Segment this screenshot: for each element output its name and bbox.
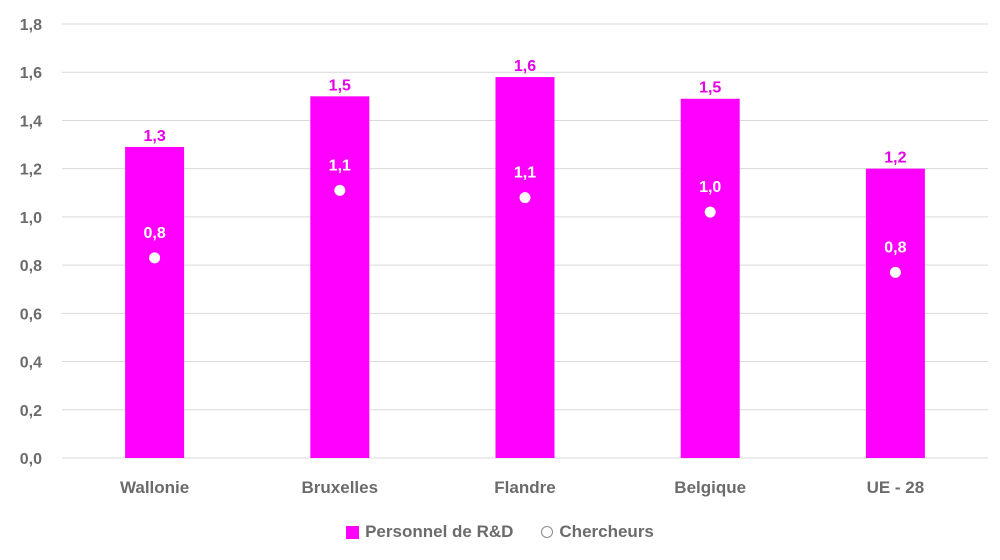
point-data-label: 0,8 [143, 225, 165, 242]
x-category-label: Bruxelles [302, 478, 379, 497]
bar [865, 168, 925, 458]
legend-item-personnel: Personnel de R&D [346, 522, 513, 542]
legend-swatch-personnel [346, 525, 360, 539]
chart: 0,0 0,2 0,4 0,6 0,8 1,0 1,2 1,4 1,6 1,8 1,3 1,5 1,6… [20, 17, 988, 497]
y-tick-label: 0,2 [20, 403, 42, 420]
bar-data-label: 1,2 [884, 150, 906, 167]
point-data-label: 0,8 [884, 239, 906, 256]
x-axis-categories: Wallonie Bruxelles Flandre Belgique UE - 28 [120, 478, 924, 497]
bar [310, 96, 370, 458]
point-data-label: 1,1 [329, 157, 351, 174]
y-tick-label: 0,8 [20, 258, 42, 275]
x-category-label: UE - 28 [867, 478, 925, 497]
legend-label-chercheurs: Chercheurs [559, 522, 654, 541]
legend-label-personnel: Personnel de R&D [365, 522, 514, 541]
bar-data-label: 1,5 [329, 77, 351, 94]
x-category-label: Belgique [674, 478, 746, 497]
point-data-label: 1,0 [699, 179, 721, 196]
chercheurs-point [889, 266, 901, 278]
bar [680, 98, 740, 458]
chercheurs-points [149, 184, 901, 278]
chercheurs-point [704, 206, 716, 218]
bar [125, 146, 185, 458]
bar-data-labels: 1,3 1,5 1,6 1,5 1,2 [143, 58, 906, 167]
chercheurs-point [149, 252, 161, 264]
legend: Personnel de R&D Chercheurs [0, 519, 1000, 545]
y-tick-label: 0,0 [20, 451, 42, 468]
y-tick-label: 1,6 [20, 65, 42, 82]
y-tick-label: 0,4 [20, 355, 42, 372]
legend-item-chercheurs: Chercheurs [541, 522, 654, 542]
point-data-labels: 0,8 1,1 1,1 1,0 0,8 [143, 157, 906, 256]
bar-data-label: 1,6 [514, 58, 536, 75]
y-axis-ticks: 0,0 0,2 0,4 0,6 0,8 1,0 1,2 1,4 1,6 1,8 [20, 17, 42, 468]
bar [495, 77, 555, 459]
bar-data-label: 1,5 [699, 80, 721, 97]
chercheurs-point [334, 184, 346, 196]
bar-data-label: 1,3 [143, 128, 165, 145]
x-category-label: Flandre [494, 478, 555, 497]
y-tick-label: 1,8 [20, 17, 42, 34]
y-tick-label: 1,2 [20, 162, 42, 179]
chercheurs-point [519, 192, 531, 204]
bars [125, 77, 925, 459]
y-tick-label: 1,0 [20, 210, 42, 227]
point-data-label: 1,1 [514, 165, 536, 182]
x-category-label: Wallonie [120, 478, 189, 497]
legend-swatch-chercheurs [541, 526, 554, 538]
y-tick-label: 1,4 [20, 113, 42, 130]
y-tick-label: 0,6 [20, 306, 42, 323]
